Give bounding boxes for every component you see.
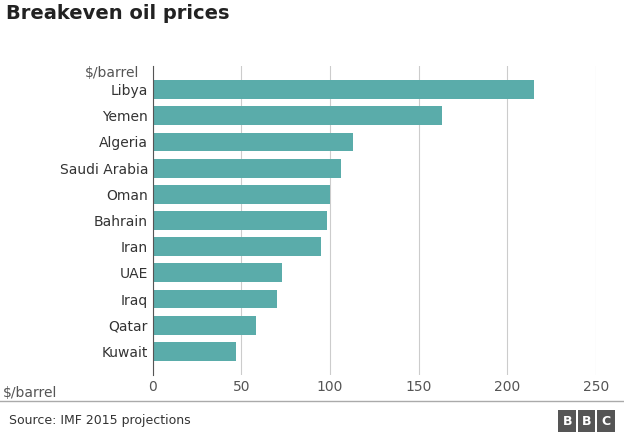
Bar xyxy=(153,316,256,335)
Text: Breakeven oil prices: Breakeven oil prices xyxy=(6,4,230,23)
FancyBboxPatch shape xyxy=(578,410,595,432)
Text: C: C xyxy=(602,415,610,428)
Text: Source: IMF 2015 projections: Source: IMF 2015 projections xyxy=(9,414,191,427)
FancyBboxPatch shape xyxy=(597,410,615,432)
Text: $/barrel: $/barrel xyxy=(3,386,57,400)
Text: $/barrel: $/barrel xyxy=(85,66,140,80)
FancyBboxPatch shape xyxy=(558,410,576,432)
Bar xyxy=(153,342,236,361)
Bar xyxy=(153,263,282,282)
Bar xyxy=(153,185,330,204)
Bar xyxy=(153,106,442,125)
Bar xyxy=(153,80,534,99)
Bar xyxy=(153,133,353,151)
Text: B: B xyxy=(582,415,592,428)
Bar xyxy=(153,211,326,230)
Bar xyxy=(153,290,277,308)
Bar xyxy=(153,237,321,256)
Bar xyxy=(153,159,341,178)
Text: B: B xyxy=(562,415,572,428)
